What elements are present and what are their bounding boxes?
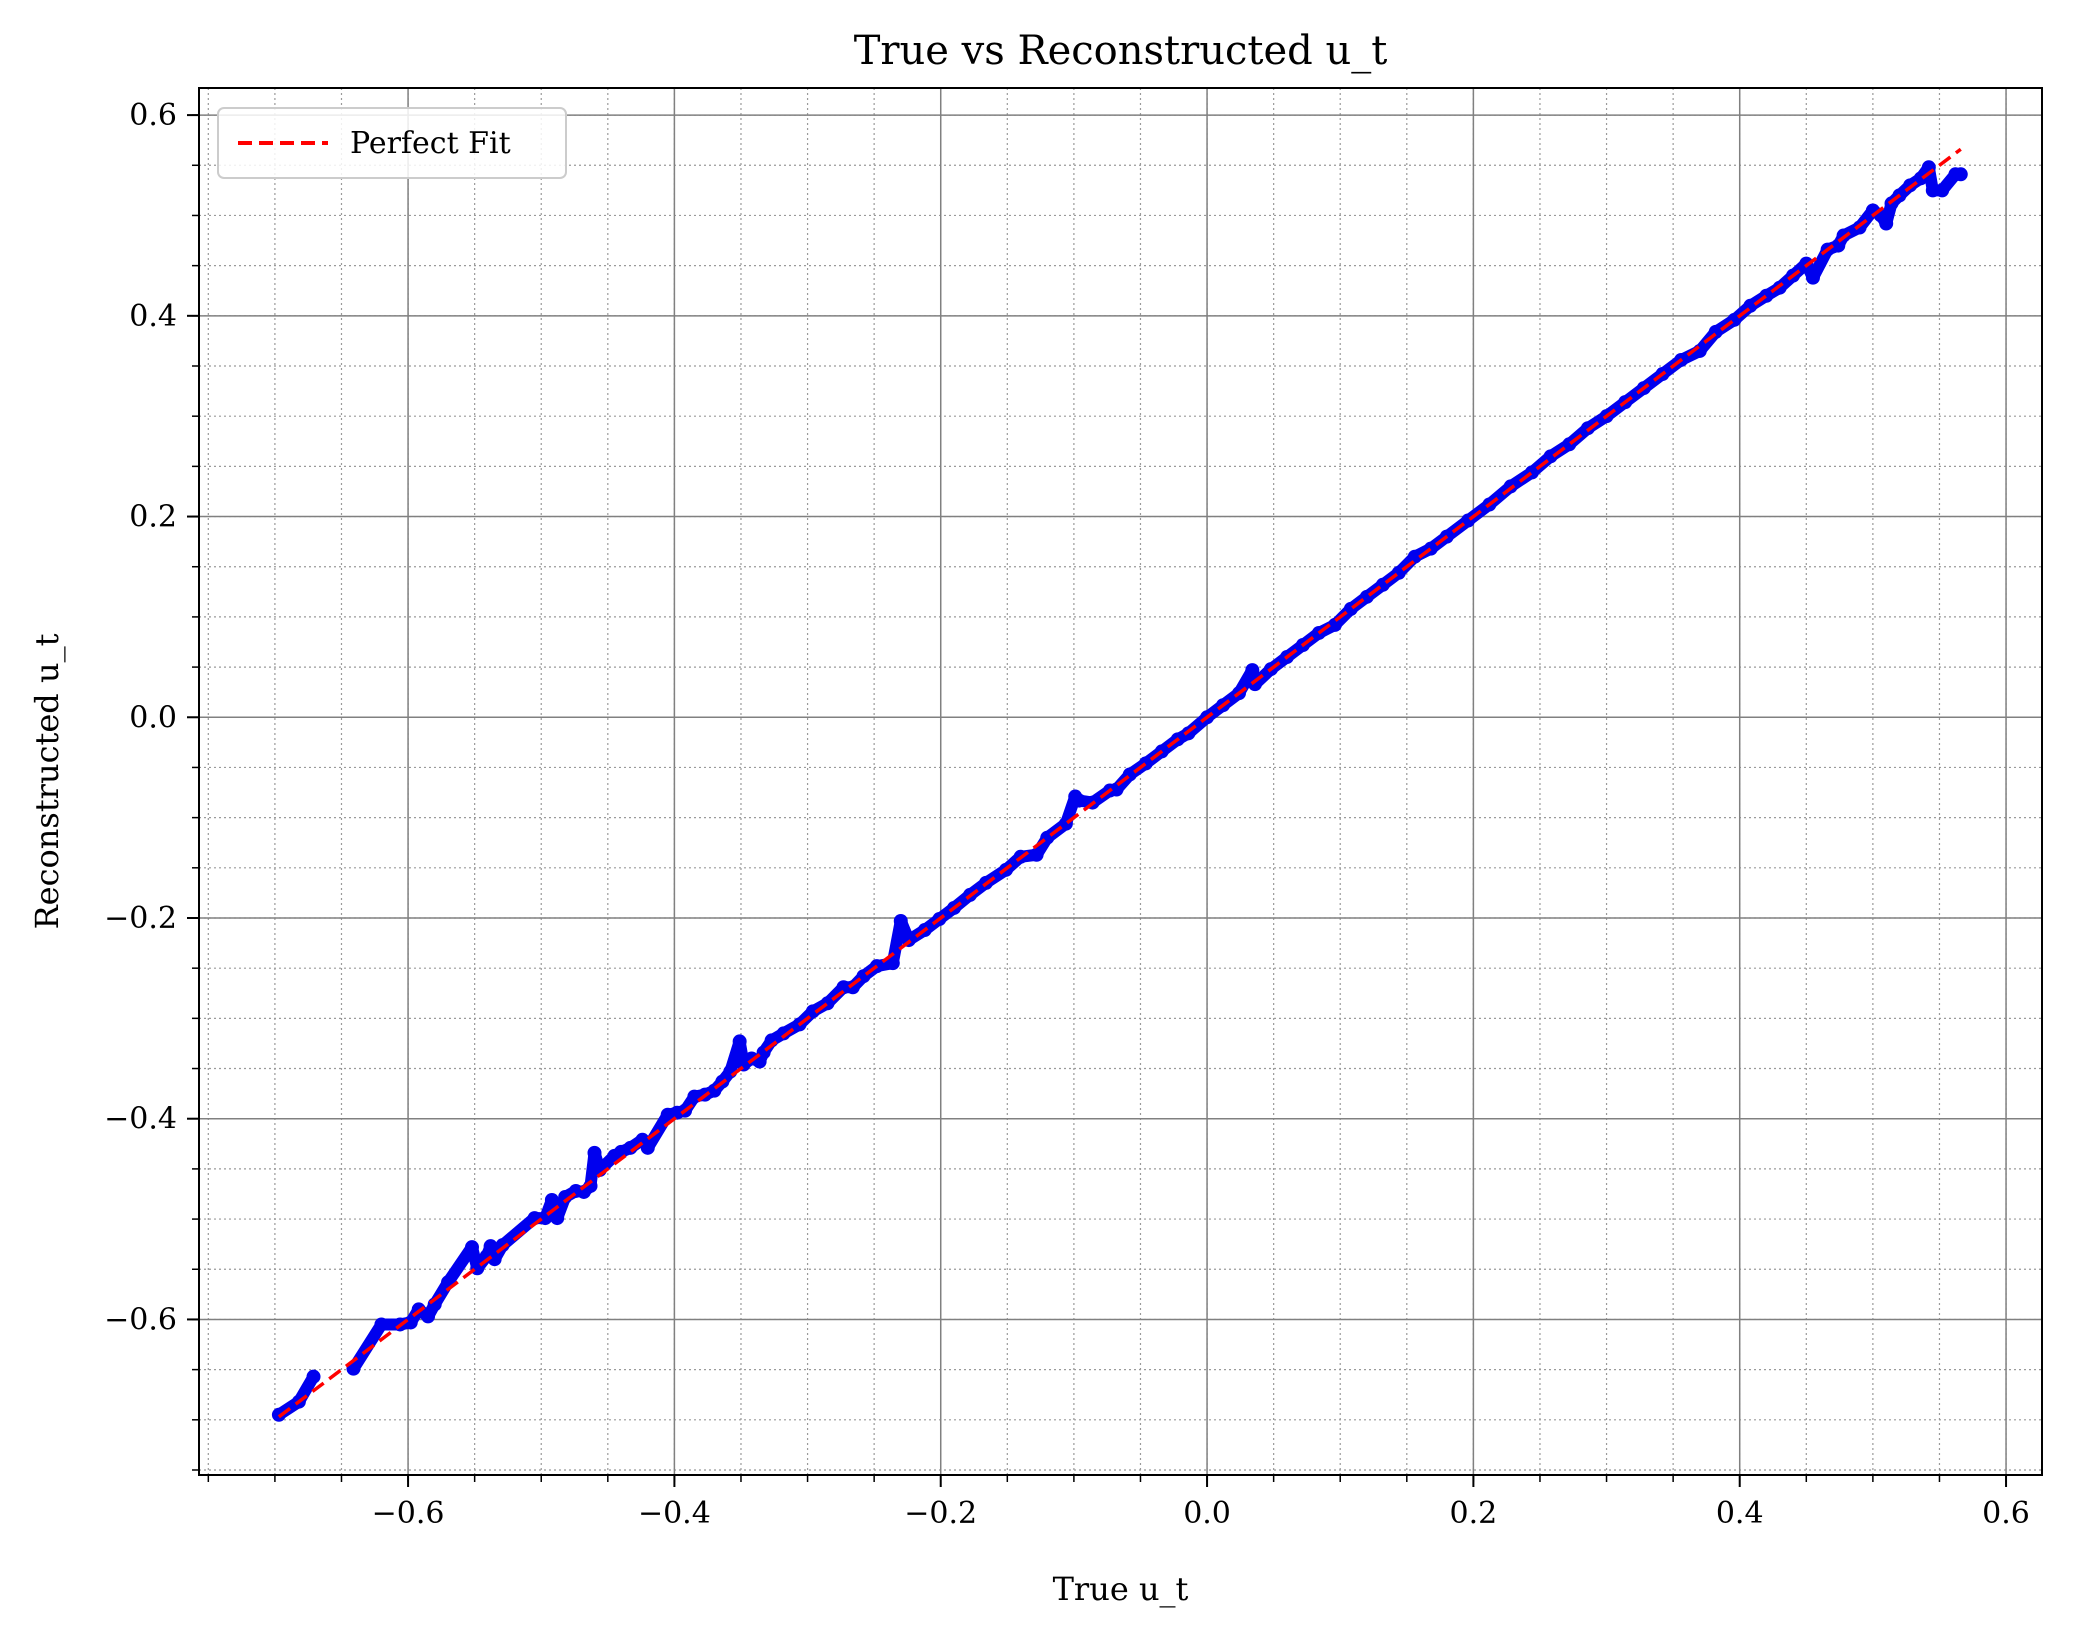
x-axis-label: True u_t — [1053, 1570, 1189, 1608]
y-tick-label: 0.6 — [129, 98, 177, 133]
x-axis-ticks: −0.6 −0.4 −0.2 0.0 0.2 0.4 0.6 — [207, 1475, 2030, 1531]
scatter-point-band — [292, 1370, 320, 1408]
y-tick-label: −0.2 — [104, 901, 177, 936]
legend-label-perfect-fit: Perfect Fit — [350, 126, 511, 161]
x-tick-label: 0.0 — [1183, 1496, 1231, 1531]
x-tick-label: 0.4 — [1716, 1496, 1764, 1531]
legend: Perfect Fit — [217, 107, 567, 179]
x-tick-label: 0.2 — [1450, 1496, 1498, 1531]
legend-box — [217, 107, 567, 179]
y-tick-label: 0.4 — [129, 299, 177, 334]
chart-title-text: True vs Reconstructed u_t — [854, 28, 1388, 74]
major-grid — [199, 88, 2042, 1475]
chart-title: True vs Reconstructed u_t — [854, 28, 1388, 74]
plot-frame — [198, 87, 2043, 1476]
scatter-points — [271, 147, 1968, 1422]
y-axis-ticks: −0.6 −0.4 −0.2 0.0 0.2 0.4 0.6 — [104, 98, 199, 1471]
y-tick-label: −0.6 — [104, 1302, 177, 1337]
y-tick-label: 0.2 — [129, 500, 177, 535]
y-tick-label: −0.4 — [104, 1102, 177, 1137]
scatter-point-band — [347, 1318, 388, 1375]
x-tick-label: 0.6 — [1982, 1496, 2030, 1531]
x-tick-label: −0.2 — [904, 1496, 977, 1531]
x-tick-label: −0.6 — [372, 1496, 445, 1531]
scatter-point-band — [496, 1212, 541, 1252]
y-tick-label: 0.0 — [129, 700, 177, 735]
perfect-fit-line — [277, 147, 1962, 1419]
y-axis-label: Reconstructed u_t — [28, 633, 66, 929]
x-tick-label: −0.4 — [638, 1496, 711, 1531]
